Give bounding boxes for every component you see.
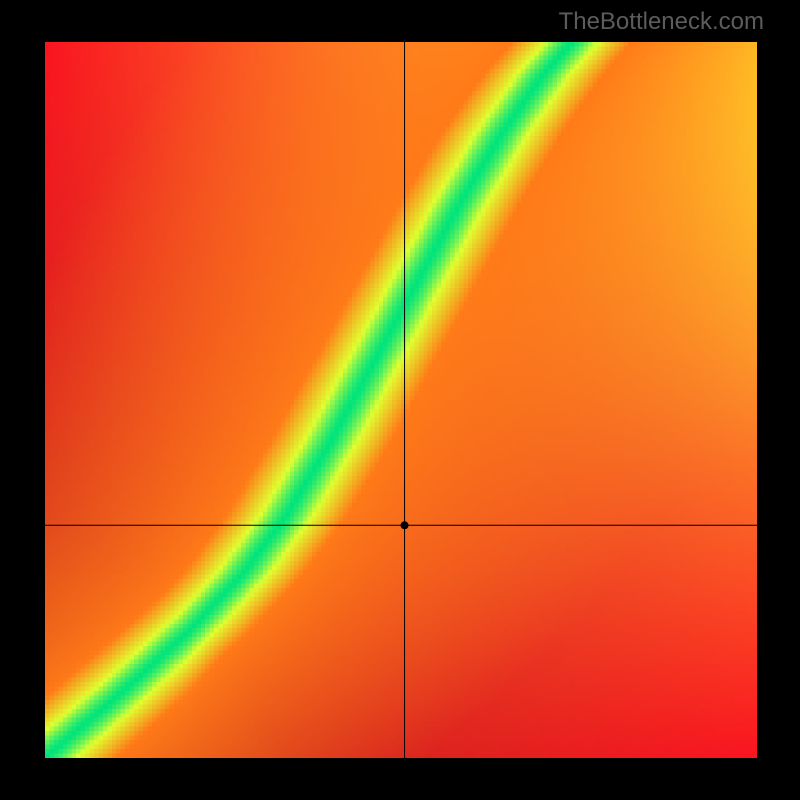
watermark-text: TheBottleneck.com	[559, 8, 764, 36]
bottleneck-heatmap	[45, 42, 757, 758]
chart-container: TheBottleneck.com	[0, 0, 800, 800]
